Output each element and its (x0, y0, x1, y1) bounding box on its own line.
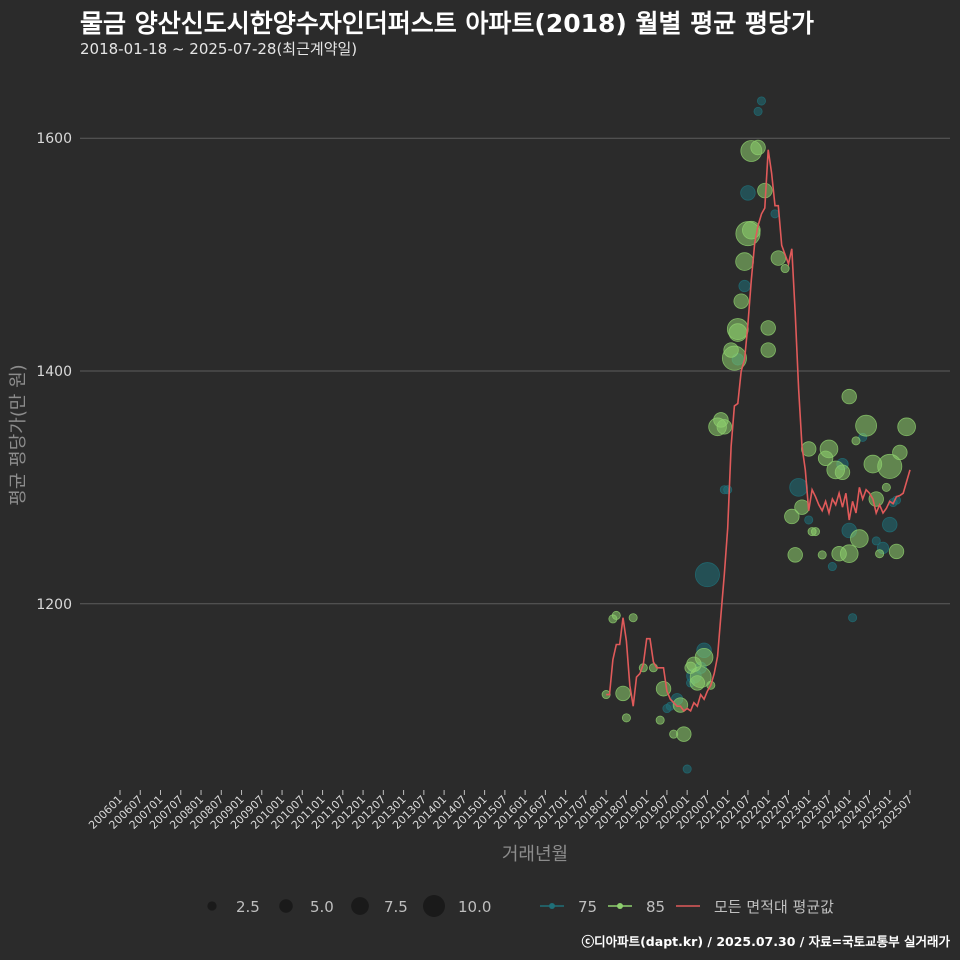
scatter-point-75 (738, 279, 751, 293)
scatter-point-85 (868, 491, 884, 507)
scatter-point-85 (877, 453, 903, 479)
scatter-point-85 (721, 345, 747, 371)
scatter-point-75 (756, 96, 766, 106)
scatter-point-85 (770, 250, 787, 266)
scatter-point-85 (780, 264, 790, 274)
scatter-point-85 (676, 726, 692, 742)
scatter-point-75 (740, 185, 756, 201)
chart-subtitle: 2018-01-18 ~ 2025-07-28(최근계약일) (80, 40, 358, 58)
scatter-point-85 (841, 388, 857, 405)
scatter-point-85 (726, 318, 749, 340)
size-legend-circle (423, 895, 445, 917)
scatter-point-85 (834, 464, 851, 480)
average-price-line (606, 149, 911, 713)
scatter-point-75 (682, 764, 692, 774)
scatter-point-85 (801, 441, 817, 457)
scatter-point-85 (888, 543, 905, 560)
scatter-point-85 (733, 293, 749, 309)
scatter-point-85 (760, 342, 776, 358)
scatter-point-75 (848, 613, 858, 623)
scatter-point-85 (810, 527, 820, 537)
scatter-point-85 (839, 544, 859, 564)
scatter-point-85 (655, 715, 665, 725)
source-caption: ⓒ디아파트(dapt.kr) / 2025.07.30 / 자료=국토교통부 실… (581, 934, 950, 949)
scatter-point-85 (794, 499, 810, 515)
scatter-point-85 (787, 547, 803, 563)
y-tick-label: 1200 (36, 597, 72, 613)
scatter-point-85 (881, 482, 891, 492)
y-tick-label: 1400 (36, 364, 72, 380)
size-legend-circle (207, 901, 217, 911)
size-legend-label: 2.5 (236, 898, 260, 916)
y-tick-label: 1600 (36, 131, 72, 147)
scatter-point-85 (851, 436, 861, 446)
scatter-point-85 (875, 549, 885, 559)
size-legend-circle (279, 899, 293, 913)
scatter-point-85 (819, 439, 839, 459)
size-legend-label: 5.0 (310, 898, 334, 916)
x-axis-title: 거래년월 (502, 844, 568, 865)
scatter-point-85 (628, 613, 638, 623)
scatter-point-75 (827, 562, 837, 572)
scatter-point-85 (694, 648, 714, 667)
scatter-point-75 (804, 515, 814, 525)
scatter-point-75 (770, 209, 780, 219)
scatter-point-85 (750, 139, 766, 156)
legend-label: 75 (578, 898, 597, 916)
y-axis-title: 평균 평당가(만 원) (8, 364, 29, 505)
scatter-point-85 (892, 444, 908, 461)
scatter-point-75 (753, 106, 763, 116)
scatter-point-85 (672, 697, 689, 713)
scatter-point-85 (897, 417, 916, 437)
size-legend-label: 10.0 (458, 898, 491, 916)
scatter-point-85 (784, 508, 800, 525)
legend-key-dot (617, 903, 623, 909)
size-legend-circle (351, 897, 369, 915)
scatter-point-85 (689, 666, 712, 688)
legend-label: 모든 면적대 평균값 (714, 898, 834, 916)
scatter-point-85 (716, 419, 733, 435)
scatter-point-85 (850, 529, 869, 548)
legend-label: 85 (646, 898, 665, 916)
scatter-point-85 (760, 320, 776, 336)
scatter-point-85 (735, 252, 754, 271)
scatter-point-85 (611, 610, 621, 620)
scatter-point-75 (789, 478, 808, 497)
scatter-point-85 (615, 685, 631, 702)
legend-key-dot (549, 903, 555, 909)
scatter-point-75 (723, 485, 733, 495)
size-legend-label: 7.5 (384, 898, 408, 916)
scatter-point-85 (621, 713, 631, 723)
chart-title: 물금 양산신도시한양수자인더퍼스트 아파트(2018) 월별 평균 평당가 (80, 9, 814, 38)
scatter-point-85 (855, 414, 878, 437)
scatter-point-75 (694, 562, 720, 588)
scatter-point-75 (882, 516, 898, 533)
scatter-point-85 (817, 550, 827, 560)
scatter-point-75 (871, 536, 881, 546)
